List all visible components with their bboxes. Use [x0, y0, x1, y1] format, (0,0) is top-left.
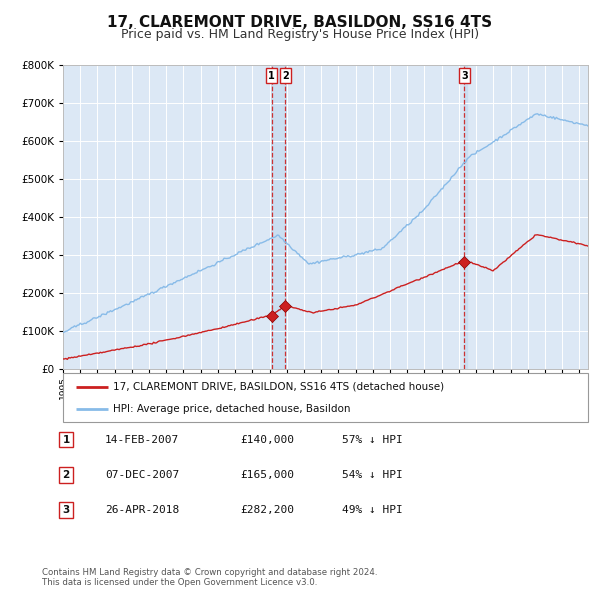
Text: HPI: Average price, detached house, Basildon: HPI: Average price, detached house, Basi… — [113, 404, 350, 414]
Text: 57% ↓ HPI: 57% ↓ HPI — [342, 435, 403, 444]
Text: 26-APR-2018: 26-APR-2018 — [105, 506, 179, 515]
FancyBboxPatch shape — [63, 373, 588, 422]
Text: 54% ↓ HPI: 54% ↓ HPI — [342, 470, 403, 480]
Bar — [271, 65, 286, 369]
Text: 3: 3 — [62, 506, 70, 515]
Text: 14-FEB-2007: 14-FEB-2007 — [105, 435, 179, 444]
Text: £282,200: £282,200 — [240, 506, 294, 515]
Text: 1: 1 — [268, 71, 275, 80]
Text: 2: 2 — [282, 71, 289, 80]
Text: £165,000: £165,000 — [240, 470, 294, 480]
Text: 2: 2 — [62, 470, 70, 480]
Text: Price paid vs. HM Land Registry's House Price Index (HPI): Price paid vs. HM Land Registry's House … — [121, 28, 479, 41]
Text: 1: 1 — [62, 435, 70, 444]
Text: 07-DEC-2007: 07-DEC-2007 — [105, 470, 179, 480]
Bar — [464, 65, 467, 369]
Text: 49% ↓ HPI: 49% ↓ HPI — [342, 506, 403, 515]
Text: 17, CLAREMONT DRIVE, BASILDON, SS16 4TS (detached house): 17, CLAREMONT DRIVE, BASILDON, SS16 4TS … — [113, 382, 444, 392]
Text: Contains HM Land Registry data © Crown copyright and database right 2024.
This d: Contains HM Land Registry data © Crown c… — [42, 568, 377, 587]
Text: 17, CLAREMONT DRIVE, BASILDON, SS16 4TS: 17, CLAREMONT DRIVE, BASILDON, SS16 4TS — [107, 15, 493, 30]
Text: £140,000: £140,000 — [240, 435, 294, 444]
Text: 3: 3 — [461, 71, 468, 80]
